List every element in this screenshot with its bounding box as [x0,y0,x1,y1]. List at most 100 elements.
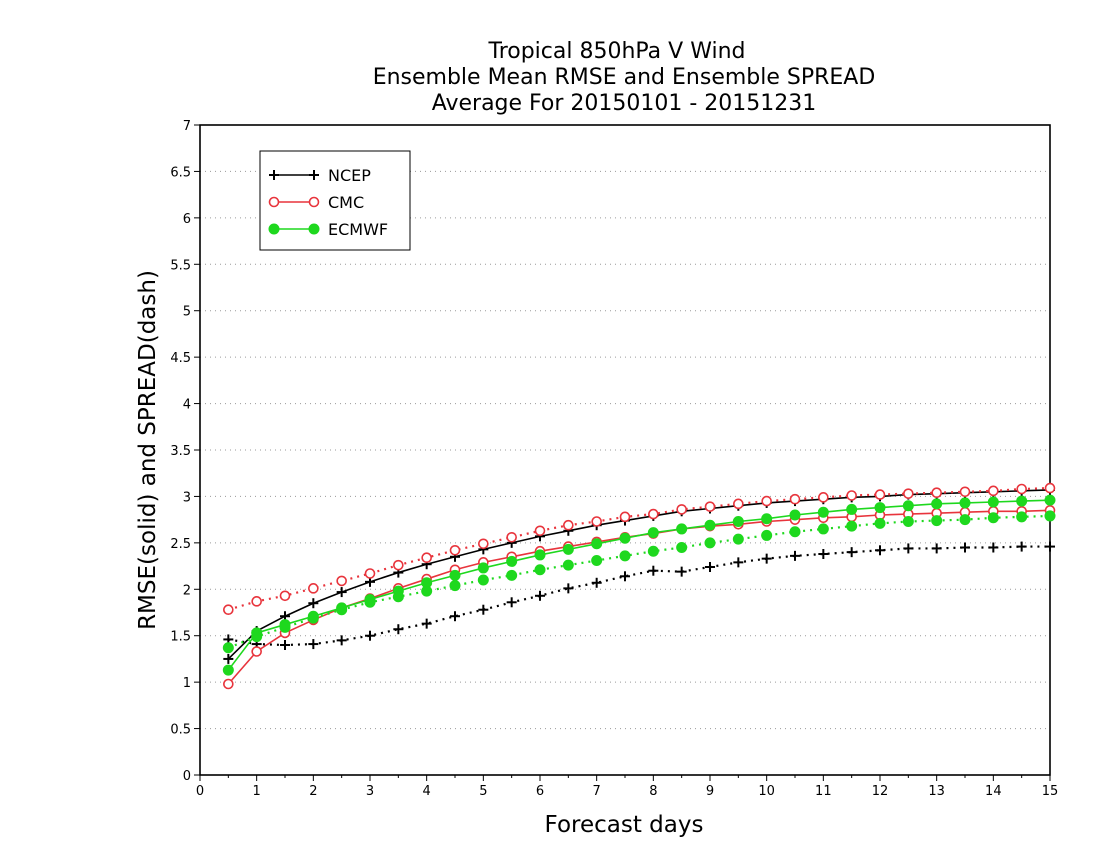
data-point-ncep-spread [846,547,857,558]
data-point-ncep-spread [563,583,574,594]
y-tick-label: 5 [183,305,191,320]
data-point-ecmwf-spread [1016,511,1028,523]
data-point-ecmwf-rmse [676,523,688,535]
data-point-cmc-spread [903,488,914,499]
data-point-ecmwf-rmse [477,562,489,574]
data-point-ecmwf-spread [222,642,234,654]
data-point-ecmwf-spread [789,526,801,538]
data-point-ncep-spread [875,545,885,556]
data-point-ecmwf-spread [1044,510,1056,522]
legend-marker [308,196,320,208]
data-point-ncep-spread [1016,541,1027,552]
data-point-ecmwf-rmse [1016,495,1028,507]
data-point-ncep-spread [308,639,319,650]
x-tick-label: 0 [196,784,204,799]
data-point-ncep-spread [818,549,829,559]
data-point-ncep-spread [1045,541,1055,552]
data-point-ecmwf-rmse [789,509,801,521]
x-tick-label: 5 [479,784,487,799]
data-point-cmc-spread [279,590,291,602]
y-tick-label: 1.5 [170,630,191,645]
legend-marker [269,170,279,180]
data-point-cmc-spread [1016,483,1027,495]
data-point-ecmwf-spread [307,612,319,624]
data-point-cmc-spread [393,559,404,571]
data-point-ncep-spread [620,571,630,582]
legend-marker [309,170,319,180]
data-point-cmc-spread [534,525,546,537]
y-tick-label: 3 [183,490,191,505]
data-point-ncep-spread [960,542,970,553]
series-ecmwf-rmse [222,494,1056,676]
data-point-ncep-spread [535,590,545,601]
data-point-cmc-spread [931,487,942,499]
y-tick-label: 3.5 [170,444,191,459]
y-tick-label: 6.5 [170,165,191,180]
data-point-ecmwf-rmse [222,664,234,676]
legend: NCEP CMC ECMWF [259,150,411,251]
data-point-cmc-spread [988,485,999,497]
y-tick-label: 0.5 [170,723,191,738]
series-ecmwf-spread [222,510,1056,654]
data-point-ecmwf-rmse [449,569,461,581]
legend-label: ECMWF [328,220,388,239]
data-point-ecmwf-rmse [846,503,858,515]
data-point-ecmwf-spread [251,631,263,643]
series-layer [222,482,1056,690]
data-point-ecmwf-rmse [619,532,631,544]
data-point-ncep-spread [733,557,744,568]
data-point-ecmwf-spread [449,580,461,592]
data-point-ecmwf-spread [279,621,291,633]
chart-title: Tropical 850hPa V Wind Ensemble Mean RMS… [373,39,876,116]
data-point-cmc-spread [506,531,517,543]
data-point-cmc-spread [676,504,687,515]
x-tick-label: 13 [928,784,945,799]
data-point-ecmwf-spread [619,550,631,562]
data-point-ecmwf-rmse [987,496,999,508]
data-point-ecmwf-rmse [562,543,574,555]
series-line-ncep-rmse [227,489,1051,660]
data-point-ecmwf-rmse [761,513,773,525]
x-tick-label: 14 [985,784,1002,799]
data-point-ecmwf-rmse [506,555,518,567]
data-point-ecmwf-spread [647,545,659,557]
data-point-ecmwf-spread [846,520,858,532]
data-point-ncep-spread [591,577,602,588]
data-point-cmc-spread [223,604,234,616]
data-point-ecmwf-rmse [1044,494,1056,506]
data-point-cmc-spread [251,596,262,607]
legend-entry-cmc: CMC [268,193,364,212]
y-tick-label: 5.5 [170,258,191,273]
data-point-cmc-spread [874,489,886,500]
y-axis-label: RMSE(solid) and SPREAD(dash) [135,270,161,630]
y-tick-label: 0 [183,769,191,784]
legend-marker [268,196,280,208]
x-tick-label: 2 [309,784,317,799]
series-cmc-rmse [223,505,1056,690]
legend-marker [268,223,280,235]
data-point-ecmwf-spread [336,604,348,616]
legend-label: CMC [328,193,364,212]
data-point-ncep-rmse [336,587,347,598]
data-point-cmc-spread [563,519,574,531]
legend-box [259,150,411,251]
data-point-cmc-spread [591,516,602,527]
data-point-ncep-spread [450,611,460,622]
data-point-ecmwf-rmse [704,519,716,531]
x-tick-label: 10 [758,784,775,799]
data-point-ncep-spread [648,565,659,576]
data-point-cmc-spread [619,511,631,523]
data-point-cmc-spread [336,575,347,587]
data-point-ncep-spread [676,566,687,577]
x-tick-label: 4 [423,784,431,799]
data-point-cmc-spread [846,490,857,501]
series-line-cmc-rmse [227,509,1051,685]
data-point-ncep-rmse [223,653,234,664]
data-point-cmc-spread [959,486,971,498]
series-ncep-spread [223,541,1055,650]
series-ncep-rmse [223,484,1055,664]
data-point-cmc-spread [733,498,744,510]
gridlines [200,170,1050,730]
data-point-ecmwf-rmse [534,549,546,561]
data-point-cmc-rmse [223,678,234,690]
